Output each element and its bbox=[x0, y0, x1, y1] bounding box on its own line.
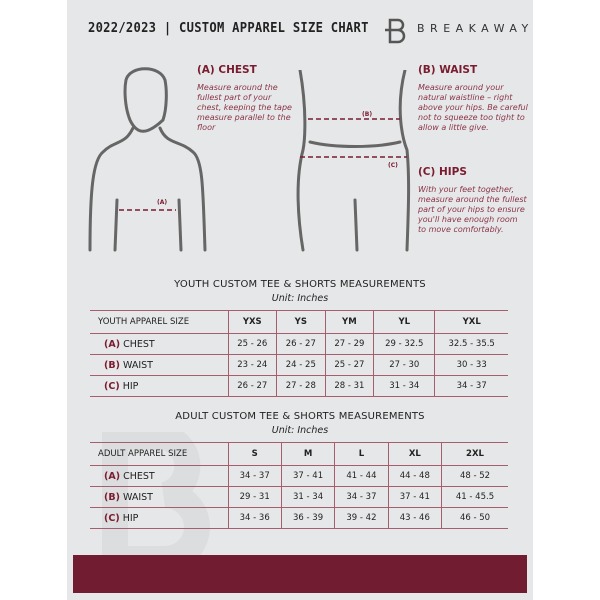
row-label: (A) CHEST bbox=[90, 333, 228, 355]
size-header: S bbox=[227, 442, 282, 466]
adult-section-title: ADULT CUSTOM TEE & SHORTS MEASUREMENTS bbox=[175, 411, 425, 422]
table-row: (A) CHEST 34 - 37 37 - 41 41 - 44 44 - 48 48 … bbox=[90, 465, 508, 487]
chest-marker: (A) bbox=[157, 199, 168, 206]
size-header: XL bbox=[387, 442, 442, 466]
lower-body-figure bbox=[296, 70, 411, 252]
table-row: (B) WAIST 23 - 24 24 - 25 25 - 27 27 - 30 30 … bbox=[90, 354, 508, 376]
waist-description: Measure around your natural waistline – … bbox=[418, 83, 528, 132]
chart-title: 2022/2023 | CUSTOM APPAREL SIZE CHART bbox=[88, 20, 369, 36]
size-header: L bbox=[334, 442, 389, 466]
breakaway-logo-icon bbox=[385, 18, 406, 44]
adult-unit: Unit: Inches bbox=[271, 425, 329, 436]
youth-unit: Unit: Inches bbox=[271, 293, 329, 304]
footer-band bbox=[73, 555, 527, 593]
size-header: YXS bbox=[227, 310, 277, 334]
header-label: YOUTH APPAREL SIZE bbox=[90, 310, 228, 334]
youth-section-title: YOUTH CUSTOM TEE & SHORTS MEASUREMENTS bbox=[174, 279, 426, 290]
row-label: (A) CHEST bbox=[90, 465, 228, 487]
table-row: (B) WAIST 29 - 31 31 - 34 34 - 37 37 - 41 41 … bbox=[90, 486, 508, 508]
brand-name: BREAKAWAY bbox=[417, 22, 534, 35]
hips-description: With your feet together, measure around … bbox=[418, 185, 527, 234]
table-row: (A) CHEST 25 - 26 26 - 27 27 - 29 29 - 32.5 3… bbox=[90, 333, 508, 355]
chest-description: Measure around the fullest part of your … bbox=[197, 83, 292, 132]
header-label: ADULT APPAREL SIZE bbox=[90, 442, 228, 466]
waist-marker: (B) bbox=[362, 111, 373, 118]
table-header-row: ADULT APPAREL SIZE S M L XL 2XL bbox=[90, 442, 508, 466]
size-header: 2XL bbox=[441, 442, 508, 466]
chest-heading: (A) CHEST bbox=[197, 64, 257, 76]
table-row: (C) HIP 26 - 27 27 - 28 28 - 31 31 - 34 34 - … bbox=[90, 375, 508, 397]
row-label: (C) HIP bbox=[90, 375, 228, 397]
row-label: (C) HIP bbox=[90, 507, 228, 529]
table-row: (C) HIP 34 - 36 36 - 39 39 - 42 43 - 46 46 - … bbox=[90, 507, 508, 529]
youth-size-table: YOUTH APPAREL SIZE YXS YS YM YL YXL (A) CHES… bbox=[90, 310, 508, 397]
row-label: (B) WAIST bbox=[90, 354, 228, 376]
upper-body-figure bbox=[88, 67, 207, 252]
hips-marker: (C) bbox=[388, 162, 398, 169]
size-header: YM bbox=[324, 310, 374, 334]
row-label: (B) WAIST bbox=[90, 486, 228, 508]
hips-heading: (C) HIPS bbox=[418, 166, 467, 178]
size-header: YL bbox=[373, 310, 435, 334]
adult-size-table: ADULT APPAREL SIZE S M L XL 2XL (A) CHEST 34 … bbox=[90, 442, 508, 529]
table-header-row: YOUTH APPAREL SIZE YXS YS YM YL YXL bbox=[90, 310, 508, 334]
size-header: YXL bbox=[434, 310, 508, 334]
size-header: YS bbox=[276, 310, 326, 334]
size-header: M bbox=[280, 442, 335, 466]
waist-heading: (B) WAIST bbox=[418, 64, 478, 76]
